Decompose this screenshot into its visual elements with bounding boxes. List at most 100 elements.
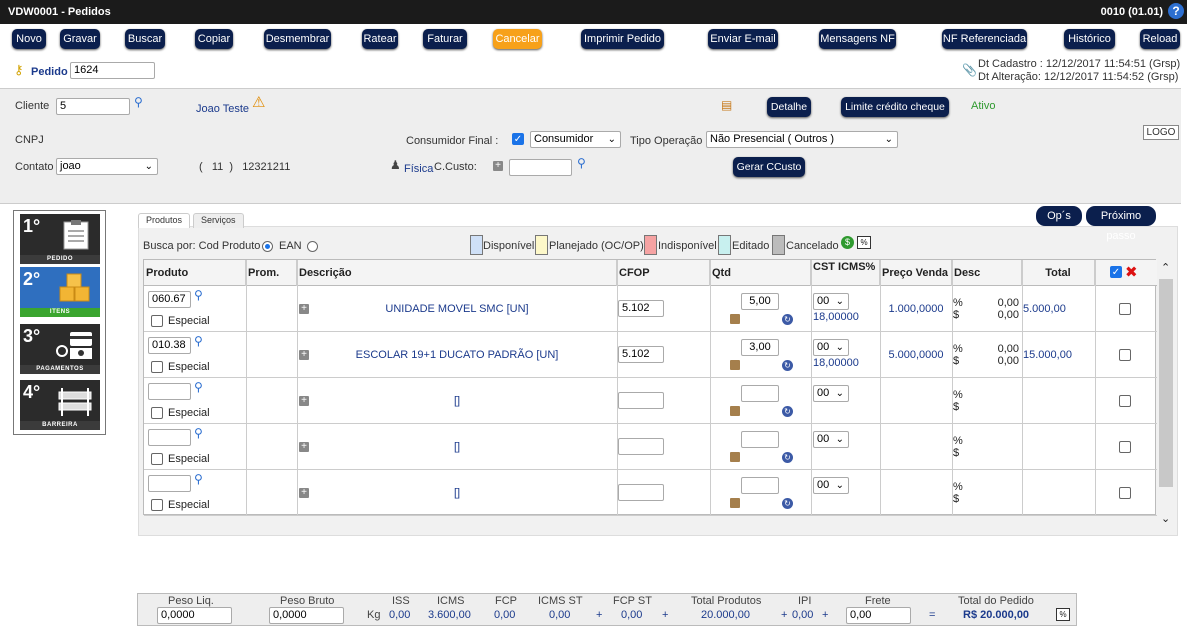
ccusto-input[interactable] [509,159,572,176]
gerar-ccusto-button[interactable]: Gerar CCusto [733,157,805,177]
expand-icon[interactable]: + [493,161,503,171]
buscar-button[interactable]: Buscar [125,29,165,49]
qtd-input[interactable] [741,385,779,402]
cfop-input[interactable] [618,392,664,409]
cst-select[interactable]: 00 ⌄ [813,385,849,402]
expand-icon[interactable]: + [299,442,309,452]
consumidor-final-checkbox[interactable]: ✓ [512,133,524,145]
nf-referenciada-button[interactable]: NF Referenciada [942,29,1027,49]
box-icon[interactable] [730,452,740,462]
cst-select[interactable]: 00 ⌄ [813,431,849,448]
select-all-checkbox[interactable]: ✓ [1110,266,1122,278]
mensagens-nf-button[interactable]: Mensagens NF [819,29,896,49]
qtd-input[interactable] [741,431,779,448]
chevron-down-icon[interactable]: ⌄ [1161,513,1171,525]
ratear-button[interactable]: Ratear [362,29,398,49]
cod-produto-radio[interactable] [262,241,273,252]
row-checkbox[interactable] [1119,349,1131,361]
refresh-icon[interactable]: ↻ [782,406,793,417]
copiar-button[interactable]: Copiar [195,29,233,49]
percent-button[interactable]: % [857,236,871,249]
reload-button[interactable]: Reload [1140,29,1180,49]
cst-select[interactable]: 00 ⌄ [813,339,849,356]
refresh-icon[interactable]: ↻ [782,360,793,371]
cst-select[interactable]: 00 ⌄ [813,293,849,310]
cfop-input[interactable] [618,438,664,455]
cfop-input[interactable]: 5.102 [618,346,664,363]
produto-input[interactable]: 060.67 [148,291,191,308]
cfop-input[interactable] [618,484,664,501]
enviar-email-button[interactable]: Enviar E-mail [708,29,778,49]
row-checkbox[interactable] [1119,441,1131,453]
search-icon[interactable]: ⚲ [577,156,586,170]
row-checkbox[interactable] [1119,303,1131,315]
especial-checkbox[interactable] [151,361,163,373]
especial-checkbox[interactable] [151,499,163,511]
box-icon[interactable] [730,314,740,324]
pedido-input[interactable]: 1624 [70,62,155,79]
attachment-icon[interactable]: 📎 [962,63,977,77]
grid-scrollbar[interactable]: ⌃ ⌄ [1157,259,1175,529]
faturar-button[interactable]: Faturar [423,29,467,49]
qtd-input[interactable] [741,477,779,494]
step-pedido[interactable]: 1° PEDIDO [20,214,100,264]
produto-input[interactable] [148,475,191,492]
produto-input[interactable] [148,383,191,400]
box-icon[interactable] [730,498,740,508]
desmembrar-button[interactable]: Desmembrar [264,29,331,49]
imprimir-pedido-button[interactable]: Imprimir Pedido [581,29,664,49]
step-itens[interactable]: 2° ITENS [20,267,100,317]
refresh-icon[interactable]: ↻ [782,452,793,463]
ean-radio[interactable] [307,241,318,252]
produto-input[interactable]: 010.38 [148,337,191,354]
produto-input[interactable] [148,429,191,446]
expand-icon[interactable]: + [299,350,309,360]
qtd-input[interactable]: 5,00 [741,293,779,310]
novo-button[interactable]: Novo [12,29,46,49]
search-icon[interactable]: ⚲ [194,288,203,302]
search-icon[interactable]: ⚲ [194,472,203,486]
detalhe-button[interactable]: Detalhe [767,97,811,117]
row-checkbox[interactable] [1119,487,1131,499]
scrollbar-thumb[interactable] [1159,279,1173,487]
ops-button[interactable]: Op´s [1036,206,1082,226]
especial-checkbox[interactable] [151,315,163,327]
qtd-input[interactable]: 3,00 [741,339,779,356]
search-icon[interactable]: ⚲ [134,95,143,109]
refresh-icon[interactable]: ↻ [782,314,793,325]
help-icon[interactable]: ? [1168,3,1184,19]
search-icon[interactable]: ⚲ [194,380,203,394]
expand-icon[interactable]: + [299,304,309,314]
especial-checkbox[interactable] [151,453,163,465]
proximo-passo-button[interactable]: Próximo passo [1086,206,1156,242]
tab-produtos[interactable]: Produtos [138,213,191,228]
especial-checkbox[interactable] [151,407,163,419]
cliente-input[interactable]: 5 [56,98,130,115]
expand-icon[interactable]: + [299,488,309,498]
frete-input[interactable]: 0,00 [846,607,911,624]
peso-liq-input[interactable]: 0,0000 [157,607,232,624]
step-barreira[interactable]: 4° BARREIRA [20,380,100,430]
step-pagamentos[interactable]: 3° PAGAMENTOS [20,324,100,374]
search-icon[interactable]: ⚲ [194,426,203,440]
search-icon[interactable]: ⚲ [194,334,203,348]
refresh-icon[interactable]: ↻ [782,498,793,509]
tipo-operacao-select[interactable]: Não Presencial ( Outros ) ⌄ [706,131,898,148]
delete-icon[interactable]: ✖ [1125,264,1138,281]
historico-button[interactable]: Histórico [1064,29,1115,49]
gravar-button[interactable]: Gravar [60,29,100,49]
chevron-up-icon[interactable]: ⌃ [1161,262,1171,274]
box-icon[interactable] [730,360,740,370]
tab-servicos[interactable]: Serviços [193,213,244,228]
limite-credito-button[interactable]: Limite crédito cheque [841,97,949,117]
contato-select[interactable]: joao ⌄ [56,158,158,175]
peso-bruto-input[interactable]: 0,0000 [269,607,344,624]
row-checkbox[interactable] [1119,395,1131,407]
cancelar-button[interactable]: Cancelar [493,29,542,49]
cst-select[interactable]: 00 ⌄ [813,477,849,494]
percent-button[interactable]: % [1056,608,1070,621]
money-icon[interactable]: $ [841,236,854,249]
expand-icon[interactable]: + [299,396,309,406]
cfop-input[interactable]: 5.102 [618,300,664,317]
box-icon[interactable] [730,406,740,416]
